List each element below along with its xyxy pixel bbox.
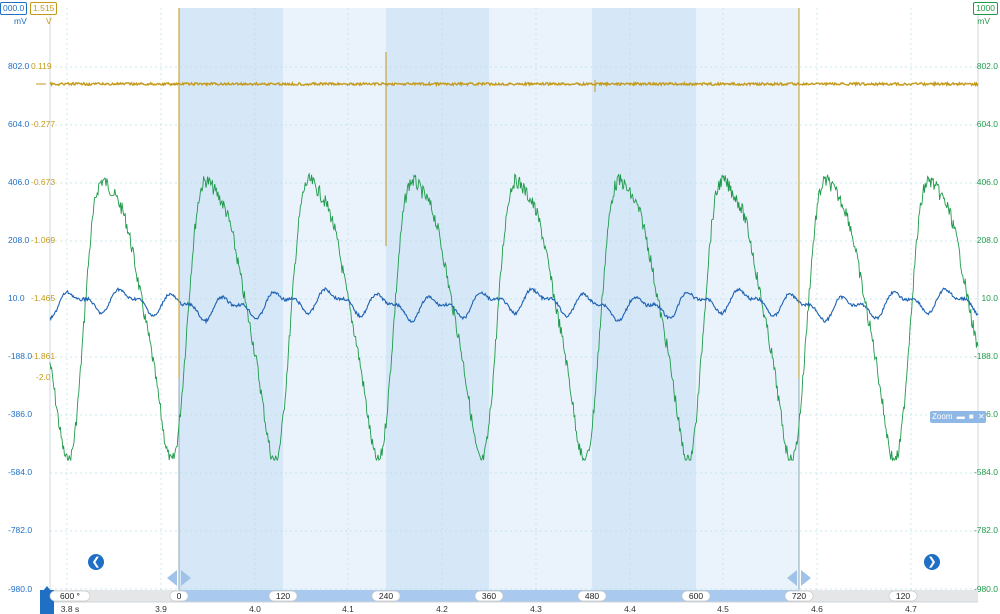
scroll-left-button[interactable]: ❮ <box>88 554 104 570</box>
right-axis-top-value[interactable]: 1000 <box>973 2 998 15</box>
left-top-yellow-value: 1.515 <box>33 3 55 13</box>
svg-text:0: 0 <box>177 591 182 601</box>
left-green-tick: 604.0 <box>8 119 30 129</box>
right-green-tick: -980.0 <box>974 584 998 594</box>
zoom-fit-icon[interactable]: ■ <box>968 412 974 421</box>
left-yellow-tick: -0.673 <box>31 177 55 187</box>
left-green-tick: 208.0 <box>8 235 30 245</box>
right-green-tick: 406.0 <box>977 177 999 187</box>
angle-label: 480 <box>577 590 607 602</box>
svg-text:120: 120 <box>276 591 290 601</box>
time-label: 4.5 <box>717 604 729 614</box>
time-label: 4.4 <box>624 604 636 614</box>
left-yellow-tick: -0.277 <box>31 119 55 129</box>
time-label: 3.8 s <box>61 604 79 614</box>
left-unit-v: V <box>46 16 52 26</box>
chevron-right-icon: ❯ <box>927 556 937 568</box>
time-label: 4.3 <box>530 604 542 614</box>
left-yellow-tick: -2.0 <box>36 372 51 382</box>
grid-lines <box>49 8 979 590</box>
time-ruler-track <box>40 602 978 614</box>
left-axis-top-yellow[interactable]: 1.515 <box>30 2 58 15</box>
left-green-tick: -188.0 <box>8 351 32 361</box>
angle-label: 600 <box>681 590 711 602</box>
angle-label: 240 <box>371 590 401 602</box>
yellow-trace <box>49 80 979 88</box>
zoom-label: Zoom <box>932 412 953 421</box>
left-green-tick: -782.0 <box>8 525 32 535</box>
left-yellow-tick: -1.861 <box>31 351 55 361</box>
time-label: 4.7 <box>905 604 917 614</box>
right-top-value: 1000 <box>976 3 995 13</box>
left-yellow-tick: -1.465 <box>31 293 55 303</box>
right-green-tick: -782.0 <box>974 525 998 535</box>
cursor-handle-icon[interactable] <box>787 570 811 586</box>
chevron-left-icon: ❮ <box>91 556 101 568</box>
left-green-tick: 406.0 <box>8 177 30 187</box>
time-label: 4.1 <box>342 604 354 614</box>
angle-label: 120 <box>888 590 918 602</box>
left-top-value: 000.0 <box>3 3 25 13</box>
zoom-control[interactable]: Zoom ▬ ■ ✕ <box>930 411 986 423</box>
right-green-tick: 802.0 <box>977 61 999 71</box>
left-green-tick: -584.0 <box>8 467 32 477</box>
right-green-tick: -386.0 <box>974 409 998 419</box>
time-label: 4.6 <box>811 604 823 614</box>
right-green-tick: 604.0 <box>977 119 999 129</box>
scroll-right-button[interactable]: ❯ <box>924 554 940 570</box>
left-yellow-tick: 0.119 <box>31 61 52 71</box>
svg-text:360: 360 <box>482 591 496 601</box>
cursor-handle-icon[interactable] <box>167 570 191 586</box>
svg-text:480: 480 <box>585 591 599 601</box>
right-green-tick: -584.0 <box>974 467 998 477</box>
time-label: 3.9 <box>155 604 167 614</box>
blue-trace <box>49 286 979 325</box>
right-green-tick: -188.0 <box>974 351 998 361</box>
zoom-out-icon[interactable]: ▬ <box>956 412 965 421</box>
angle-label: 720 <box>784 590 814 602</box>
green-trace <box>49 172 979 462</box>
angle-label: 120 <box>268 590 298 602</box>
right-green-tick: 208.0 <box>977 235 999 245</box>
svg-text:240: 240 <box>379 591 393 601</box>
angle-label: 600 ° <box>49 590 91 602</box>
angle-label: 360 <box>474 590 504 602</box>
svg-text:600: 600 <box>689 591 703 601</box>
left-green-tick: 10.0 <box>8 293 25 303</box>
close-icon[interactable]: ✕ <box>978 412 985 421</box>
svg-text:120: 120 <box>896 591 910 601</box>
right-green-tick: 10.0 <box>981 293 998 303</box>
left-green-tick: -980.0 <box>8 584 32 594</box>
signal-traces <box>36 8 979 462</box>
angle-label: 0 <box>169 590 189 602</box>
svg-text:720: 720 <box>792 591 806 601</box>
svg-text:600 °: 600 ° <box>60 591 80 601</box>
time-label: 4.2 <box>436 604 448 614</box>
y-axis-labels: 802.0 604.0 406.0 208.0 10.0 -188.0 -386.0 -584… <box>8 61 998 594</box>
time-label: 4.0 <box>249 604 261 614</box>
left-green-tick: -386.0 <box>8 409 32 419</box>
left-axis-top-value[interactable]: 000.0 <box>0 2 28 15</box>
left-yellow-tick: -1.069 <box>31 235 55 245</box>
left-unit-mv: mV <box>14 16 27 26</box>
bottom-ruler[interactable]: 600 ° 0 120 240 360 480 600 720 120 3.8 s 3.9 4.0 4.… <box>40 570 978 614</box>
left-green-tick: 802.0 <box>8 61 30 71</box>
right-unit-mv: mV <box>977 16 990 26</box>
ruler-start-marker-icon <box>43 586 51 591</box>
cycle-band <box>592 8 696 590</box>
